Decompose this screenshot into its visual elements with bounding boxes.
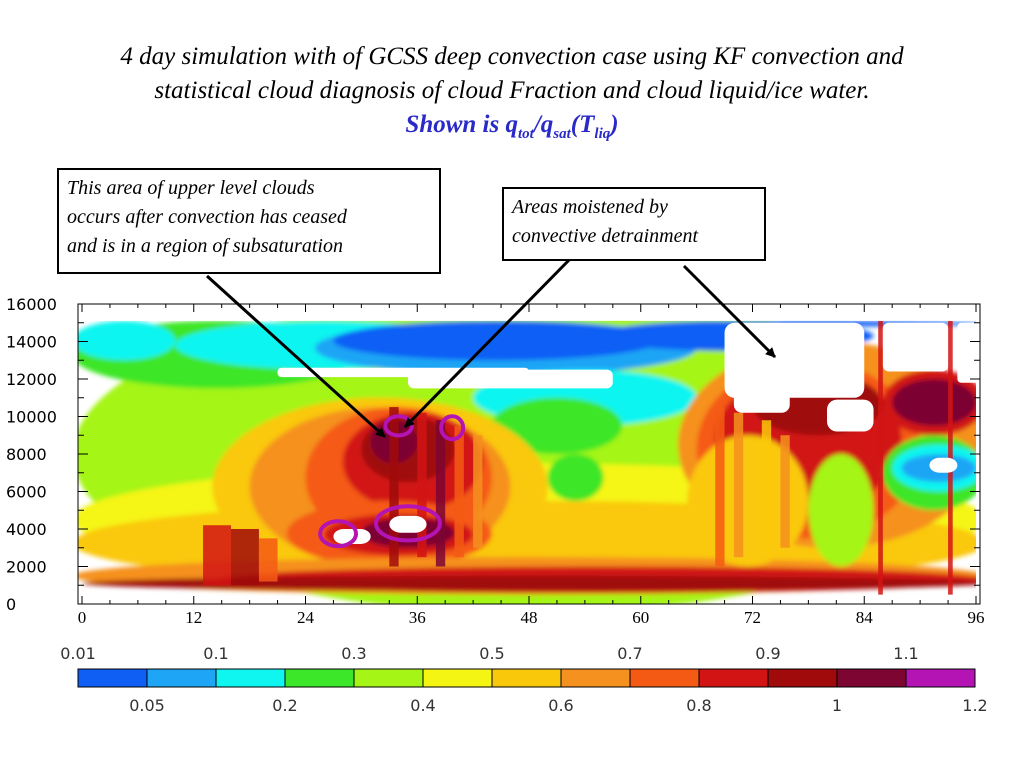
- convective-streak: [761, 420, 772, 558]
- y-tick-label: 8000: [6, 445, 47, 464]
- contour-patch: [808, 454, 874, 567]
- arrow-middle: [403, 255, 574, 429]
- y-tick-label: 16000: [6, 295, 57, 314]
- annotation-upper-clouds: This area of upper level clouds occurs a…: [57, 168, 441, 274]
- colorbar-label-top: 0.01: [60, 644, 96, 663]
- convective-streak: [473, 435, 483, 548]
- x-tick-label: 0: [78, 608, 87, 627]
- contour-patch: [82, 575, 976, 591]
- unsaturated-blank-area: [957, 322, 976, 383]
- unsaturated-blank-area: [882, 322, 949, 372]
- convective-streak: [780, 435, 790, 548]
- contour-patch: [892, 379, 976, 426]
- unsaturated-blank-area: [929, 457, 958, 473]
- heatmap-field: [78, 320, 976, 604]
- chart-axes: 16000 14000 12000 10000 8000 6000 4000 2000 0 0 12…: [6, 295, 985, 627]
- supersaturation-ring: [439, 414, 466, 442]
- chart-title: 4 day simulation with of GCSS deep conve…: [0, 40, 1024, 151]
- colorbar-label-top: 1.1: [893, 644, 918, 663]
- y-tick-label: 2000: [6, 558, 47, 577]
- colorbar-label-bottom: 0.6: [548, 696, 573, 715]
- convective-streak: [878, 320, 883, 595]
- x-tick-label: 96: [968, 608, 985, 627]
- unsaturated-blank-area: [733, 350, 790, 413]
- y-tick-label: 10000: [6, 408, 57, 427]
- colorbar-label-bottom: 1: [832, 696, 842, 715]
- colorbar-swatch: [560, 668, 631, 688]
- y-tick-label: 4000: [6, 520, 47, 539]
- colorbar-label-top: 0.9: [755, 644, 780, 663]
- colorbar-swatch: [146, 668, 217, 688]
- colorbar-swatch: [767, 668, 838, 688]
- convective-streak: [417, 412, 427, 558]
- title-line-2: statistical cloud diagnosis of cloud Fra…: [154, 77, 870, 104]
- contour-patch: [333, 320, 660, 361]
- convective-streak: [454, 425, 464, 558]
- x-tick-label: 84: [856, 608, 874, 627]
- colorbar-label-top: 0.7: [617, 644, 642, 663]
- unsaturated-blank-area: [78, 320, 976, 321]
- colorbar-swatch: [284, 668, 355, 688]
- colorbar-swatch: [422, 668, 493, 688]
- annotation-line: Areas moistened by: [512, 196, 668, 218]
- colorbar-label-top: 0.1: [203, 644, 228, 663]
- convective-streak: [715, 407, 725, 567]
- y-tick-label: 6000: [6, 483, 47, 502]
- colorbar-label-bottom: 0.05: [129, 696, 165, 715]
- colorbar-swatch: [77, 668, 148, 688]
- supersaturation-ring: [318, 519, 359, 549]
- supersaturation-ring: [374, 504, 442, 543]
- annotation-line: and is in a region of subsaturation: [67, 235, 343, 257]
- x-tick-label: 36: [409, 608, 426, 627]
- convective-streak: [948, 320, 953, 595]
- contour-patch: [687, 435, 809, 567]
- colorbar-swatch: [836, 668, 907, 688]
- contour-patch: [491, 397, 623, 454]
- convective-streak: [258, 538, 278, 582]
- convective-streak: [203, 525, 231, 586]
- colorbar: 0.01 0.1 0.3 0.5 0.7 0.9 1.1 0.05 0.2 0.4 0.6 0.8 1 1…: [60, 644, 988, 715]
- colorbar-label-bottom: 1.2: [962, 696, 987, 715]
- colorbar-swatch: [698, 668, 769, 688]
- unsaturated-blank-area: [407, 369, 613, 389]
- x-tick-label: 12: [185, 608, 202, 627]
- arrow-left: [205, 274, 387, 439]
- colorbar-label-top: 0.3: [341, 644, 366, 663]
- arrow-right: [682, 264, 777, 359]
- contour-patch: [547, 454, 604, 501]
- colorbar-label-bottom: 0.4: [410, 696, 435, 715]
- colorbar-label-bottom: 0.8: [686, 696, 711, 715]
- x-tick-label: 72: [744, 608, 761, 627]
- title-line-3: Shown is qtot/qsat(Tliq): [405, 111, 619, 142]
- unsaturated-blank-area: [333, 529, 371, 544]
- unsaturated-blank-area: [827, 399, 874, 432]
- convective-streak: [231, 529, 259, 586]
- convective-streak: [435, 420, 446, 567]
- colorbar-label-top: 0.5: [479, 644, 504, 663]
- annotation-detrainment: Areas moistened by convective detrainmen…: [502, 187, 766, 261]
- title-line-1: 4 day simulation with of GCSS deep conve…: [120, 43, 904, 70]
- contour-patch: [78, 320, 176, 361]
- convective-streak: [733, 412, 744, 558]
- x-tick-label: 60: [632, 608, 649, 627]
- colorbar-swatch: [905, 668, 976, 688]
- x-tick-label: 48: [521, 608, 538, 627]
- y-tick-label: 12000: [6, 370, 57, 389]
- y-tick-label: 14000: [6, 333, 57, 352]
- colorbar-swatch: [353, 668, 424, 688]
- annotation-arrows: [205, 255, 777, 439]
- y-tick-label: 0: [6, 595, 16, 614]
- annotation-line: This area of upper level clouds: [67, 177, 315, 199]
- colorbar-swatch: [629, 668, 700, 688]
- unsaturated-blank-area: [389, 515, 427, 533]
- colorbar-swatch: [215, 668, 286, 688]
- x-tick-label: 24: [297, 608, 315, 627]
- colorbar-swatch: [491, 668, 562, 688]
- annotation-line: convective detrainment: [512, 225, 699, 247]
- annotation-line: occurs after convection has ceased: [67, 206, 347, 228]
- contour-details: [78, 320, 976, 595]
- convective-streak: [389, 407, 399, 567]
- colorbar-label-bottom: 0.2: [272, 696, 297, 715]
